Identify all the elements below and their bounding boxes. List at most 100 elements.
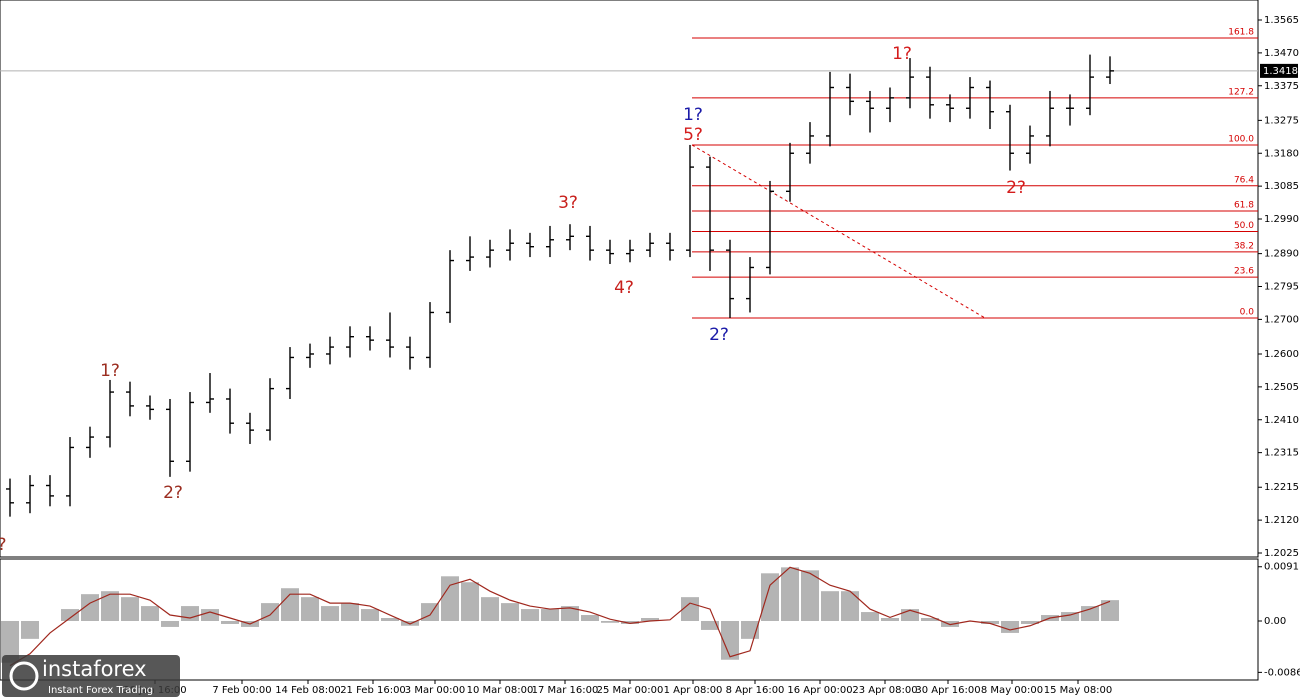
histogram-bar <box>341 603 359 621</box>
x-tick-label: 14 Feb 08:00 <box>275 685 341 696</box>
wave-label: 1? <box>683 105 703 125</box>
y-tick-label: 1.3085 <box>1264 181 1299 192</box>
histogram-bar <box>581 615 599 621</box>
y-tick-label: -0.00862 <box>1264 667 1300 678</box>
wave-label: ? <box>0 535 7 555</box>
histogram-bar <box>501 603 519 621</box>
y-tick-label: 1.2025 <box>1264 548 1299 559</box>
y-tick-label: 1.3180 <box>1264 148 1299 159</box>
y-tick-label: 1.2990 <box>1264 214 1299 225</box>
fib-label: 0.0 <box>1240 307 1255 317</box>
histogram-bar <box>801 570 819 621</box>
histogram-bar <box>641 618 659 621</box>
histogram-bar <box>761 573 779 621</box>
fib-anchor <box>691 144 986 319</box>
fib-label: 127.2 <box>1228 87 1254 97</box>
x-tick-label: 23 Apr 08:00 <box>852 685 917 696</box>
logo-name: instaforex <box>42 657 147 681</box>
histogram-bar <box>541 609 559 621</box>
y-tick-label: 1.2315 <box>1264 448 1299 459</box>
fib-label: 161.8 <box>1228 27 1254 37</box>
y-tick-label: 1.3375 <box>1264 81 1299 92</box>
histogram-bar <box>281 588 299 621</box>
logo-tagline: Instant Forex Trading <box>48 685 153 696</box>
y-tick-label: 1.2120 <box>1264 515 1299 526</box>
y-tick-label: 1.2410 <box>1264 415 1299 426</box>
histogram-bar <box>1021 620 1039 624</box>
signal-line <box>9 566 1111 667</box>
y-tick-label: 1.2600 <box>1264 349 1299 360</box>
y-tick-label: 0.0091 <box>1264 562 1299 573</box>
wave-label: 2? <box>709 325 729 345</box>
histogram-bar <box>121 597 139 621</box>
x-tick-label: 17 Mar 16:00 <box>532 685 599 696</box>
current-price-box <box>1260 63 1298 78</box>
histogram-bar <box>561 606 579 621</box>
y-tick-label: 1.2700 <box>1264 314 1299 325</box>
histogram-bar <box>161 620 179 627</box>
wave-label: 5? <box>683 125 703 145</box>
histogram-bar <box>841 591 859 621</box>
x-tick-label: 8 May 00:00 <box>981 685 1043 696</box>
histogram-bar <box>181 606 199 621</box>
histogram-bar <box>1081 606 1099 621</box>
y-tick-label: 1.2795 <box>1264 282 1299 293</box>
fib-label: 100.0 <box>1228 134 1254 144</box>
histogram-bar <box>701 620 719 630</box>
histogram-bar <box>681 597 699 621</box>
x-tick-label: 10 Mar 08:00 <box>467 685 534 696</box>
wave-label: 2? <box>1006 178 1026 198</box>
y-tick-label: 1.2890 <box>1264 249 1299 260</box>
histogram-bar <box>381 618 399 621</box>
histogram-bar <box>461 582 479 621</box>
histogram-bar <box>61 609 79 621</box>
histogram-bar <box>481 597 499 621</box>
y-tick-label: 1.3565 <box>1264 15 1299 26</box>
x-tick-label: 21 Feb 16:00 <box>340 685 406 696</box>
fib-label: 76.4 <box>1234 175 1254 185</box>
y-tick-label: 1.2505 <box>1264 382 1299 393</box>
x-tick-label: 15 May 08:00 <box>1044 685 1113 696</box>
x-tick-label: 30 Apr 16:00 <box>915 685 980 696</box>
histogram-bar <box>441 576 459 621</box>
histogram-bar <box>981 620 999 624</box>
price-panel <box>0 0 1259 558</box>
x-tick-label: 1 Apr 08:00 <box>664 685 723 696</box>
histogram-bar <box>1 620 19 663</box>
y-tick-label: 1.3470 <box>1264 48 1299 59</box>
histogram-bar <box>781 567 799 621</box>
histogram-bar <box>601 620 619 623</box>
y-tick-label: 0.00 <box>1264 616 1286 627</box>
histogram-bar <box>221 620 239 624</box>
histogram-bar <box>321 606 339 621</box>
y-tick-label: 1.2215 <box>1264 482 1299 493</box>
fib-label: 38.2 <box>1234 241 1254 251</box>
histogram-bar <box>721 620 739 660</box>
histogram-bar <box>621 620 639 624</box>
histogram-bar <box>821 591 839 621</box>
histogram-bar <box>901 609 919 621</box>
histogram-bar <box>1061 612 1079 621</box>
histogram-bar <box>21 620 39 639</box>
fib-label: 50.0 <box>1234 221 1254 231</box>
x-tick-label: 25 Mar 00:00 <box>597 685 664 696</box>
histogram-bar <box>101 591 119 621</box>
histogram-bar <box>361 609 379 621</box>
wave-label: 1? <box>100 361 120 381</box>
x-tick-label: 16 Apr 00:00 <box>787 685 852 696</box>
x-tick-label: 7 Feb 00:00 <box>212 685 271 696</box>
fib-label: 23.6 <box>1234 267 1254 277</box>
logo-icon <box>9 661 39 691</box>
histogram-bar <box>1001 620 1019 633</box>
histogram-bar <box>881 618 899 621</box>
histogram-bar <box>201 609 219 621</box>
histogram-bar <box>861 612 879 621</box>
wave-label: 4? <box>614 278 634 298</box>
y-tick-label: 1.3275 <box>1264 115 1299 126</box>
x-tick-label: 8 Apr 16:00 <box>726 685 785 696</box>
histogram-bar <box>301 597 319 621</box>
histogram-bar <box>521 609 539 621</box>
x-tick-label: 3 Mar 00:00 <box>405 685 465 696</box>
histogram-bar <box>921 618 939 621</box>
